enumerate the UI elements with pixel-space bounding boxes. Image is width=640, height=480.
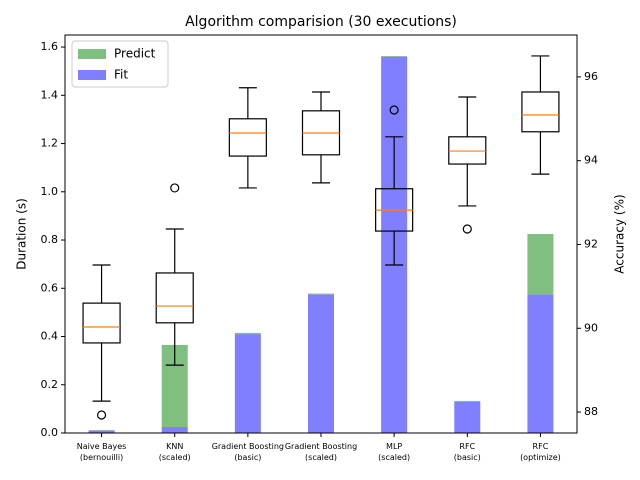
y2-tick-label: 96: [584, 70, 598, 83]
x-tick-label-line: (optimize): [520, 453, 561, 462]
x-tick-label-line: (basic): [234, 453, 261, 462]
x-tick-label: Gradient Boosting (scaled): [285, 442, 357, 462]
box: [228, 118, 267, 157]
bar: [454, 400, 481, 402]
y-tick-label: 1.2: [41, 137, 59, 150]
x-tick-label: RFC (basic): [454, 442, 481, 462]
x-tick-label-line: (bernouilli): [80, 453, 123, 462]
y-axis-label: Duration (s): [15, 198, 29, 270]
flier: [462, 224, 472, 234]
bar: [234, 334, 261, 433]
chart-title: Algorithm comparision (30 executions): [185, 14, 457, 30]
flier: [389, 105, 399, 115]
bar: [308, 294, 334, 433]
x-tick-label: Gradient Boosting (basic): [212, 442, 284, 462]
bar: [234, 332, 261, 335]
bar: [308, 293, 334, 295]
bar: [88, 430, 115, 433]
y-tick-label: 0.8: [41, 233, 59, 246]
x-tick-label: RFC (optimize): [520, 442, 561, 462]
y-tick-label: 0.6: [41, 281, 59, 294]
y-tick-label: 0.2: [41, 378, 59, 391]
bar: [381, 55, 408, 57]
x-tick-label: KNN (scaled): [159, 442, 191, 462]
x-tick-label-line: KNN: [166, 442, 183, 451]
x-tick-label-line: RFC: [533, 442, 549, 451]
y-tick-label: 0.4: [41, 330, 59, 343]
x-tick-label: Naive Bayes (bernouilli): [77, 442, 127, 462]
y2-axis-label: Accuracy (%): [613, 194, 627, 273]
bar: [527, 294, 554, 433]
y2-tick-label: 94: [584, 154, 598, 167]
x-tick-label-line: (scaled): [159, 453, 191, 462]
legend-label: Predict: [114, 47, 156, 61]
bar: [161, 426, 188, 433]
x-tick-label-line: (basic): [454, 453, 481, 462]
x-tick-label-line: (scaled): [378, 453, 410, 462]
bar: [527, 234, 554, 295]
y-tick-label: 1.6: [41, 40, 59, 53]
y-tick-label: 0.0: [41, 426, 59, 439]
x-tick-label-line: Gradient Boosting: [212, 442, 284, 451]
legend-swatch: [78, 49, 106, 59]
x-tick-label-line: RFC: [459, 442, 475, 451]
bar: [454, 401, 481, 433]
y-tick-label: 1.0: [41, 185, 59, 198]
x-tick-label-line: MLP: [386, 442, 402, 451]
y2-tick-label: 92: [584, 237, 598, 250]
legend-swatch: [78, 70, 106, 80]
box: [82, 302, 121, 344]
x-tick-label: MLP (scaled): [378, 442, 410, 462]
plot-frame: [64, 34, 578, 434]
box: [448, 136, 487, 165]
box: [521, 91, 560, 133]
flier: [96, 410, 107, 420]
y-tick-label: 1.4: [41, 88, 59, 101]
x-tick-label-line: Gradient Boosting: [285, 442, 357, 451]
x-tick-label-line: (scaled): [305, 453, 337, 462]
flier: [170, 183, 180, 193]
x-tick-label-line: Naive Bayes: [77, 442, 127, 451]
legend-label: Fit: [114, 68, 128, 82]
box: [155, 272, 194, 324]
y2-tick-label: 90: [584, 321, 598, 334]
y2-tick-label: 88: [584, 405, 598, 418]
